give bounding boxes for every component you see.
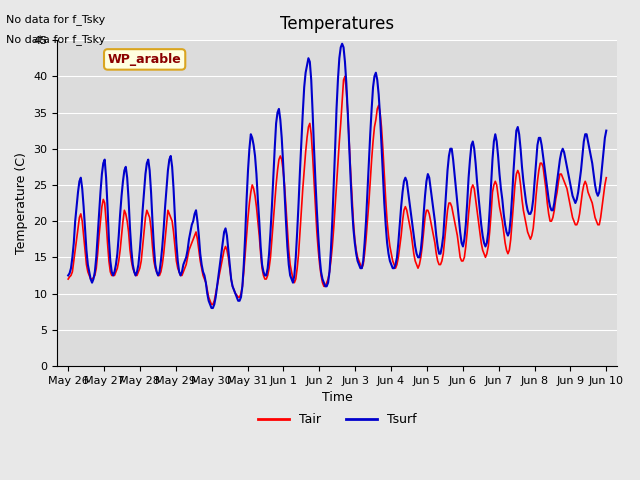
Tair	[531, 211, 538, 217]
Tair	[65, 276, 72, 282]
Tsurf	[601, 135, 609, 141]
Tair	[601, 182, 609, 188]
Text: No data for f_Tsky: No data for f_Tsky	[6, 34, 106, 45]
Tsurf	[602, 128, 610, 133]
Line: Tair: Tair	[68, 76, 606, 304]
Tsurf	[344, 109, 351, 115]
Text: No data for f_Tsky: No data for f_Tsky	[6, 14, 106, 25]
Tsurf	[451, 171, 458, 177]
Tsurf	[83, 247, 90, 253]
Title: Temperatures: Temperatures	[280, 15, 394, 33]
Tair	[99, 196, 107, 202]
Tair	[341, 73, 349, 79]
Tair	[207, 301, 215, 307]
Text: WP_arable: WP_arable	[108, 53, 182, 66]
Tsurf	[207, 305, 215, 311]
Line: Tsurf: Tsurf	[68, 44, 606, 308]
Tair	[83, 262, 90, 267]
X-axis label: Time: Time	[322, 391, 353, 404]
Tsurf	[65, 273, 72, 278]
Tair	[602, 175, 610, 180]
Legend: Tair, Tsurf: Tair, Tsurf	[253, 408, 422, 432]
Tair	[451, 218, 458, 224]
Tsurf	[339, 41, 346, 47]
Tair	[344, 109, 351, 115]
Tsurf	[531, 179, 538, 184]
Tsurf	[99, 160, 107, 166]
Y-axis label: Temperature (C): Temperature (C)	[15, 152, 28, 254]
